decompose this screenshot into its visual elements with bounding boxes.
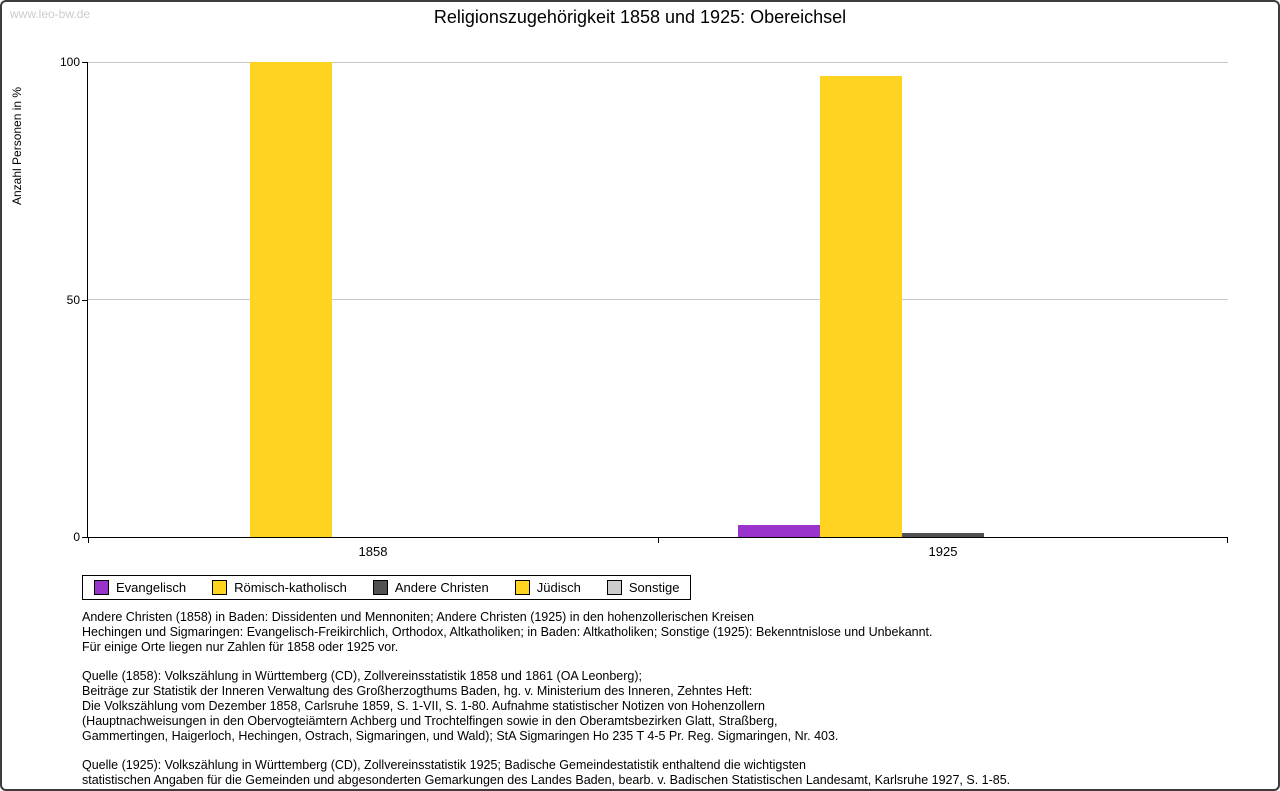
legend-label-evangelisch: Evangelisch [116, 580, 187, 595]
gridline-50 [88, 299, 1228, 300]
bar-1925-r-misch-katholisch [820, 76, 902, 537]
y-axis-tick [82, 62, 88, 63]
legend-label-r-misch-katholisch: Römisch-katholisch [234, 580, 347, 595]
x-axis-tick [88, 538, 89, 543]
x-axis-tick [1227, 538, 1228, 543]
y-axis-tick [82, 537, 88, 538]
legend-item-r-misch-katholisch: Römisch-katholisch [212, 580, 347, 595]
legend-swatch-evangelisch [94, 580, 109, 595]
chart-title: Religionszugehörigkeit 1858 und 1925: Ob… [433, 7, 847, 27]
footnotes: Andere Christen (1858) in Baden: Disside… [82, 610, 1212, 789]
y-tick-label: 50 [66, 292, 80, 307]
footnote-categories-explanation: Andere Christen (1858) in Baden: Disside… [82, 610, 933, 655]
y-tick-label: 100 [59, 55, 80, 69]
bar-1925-evangelisch [738, 525, 820, 537]
x-category-label-1925: 1925 [928, 544, 958, 559]
bar-1858-r-misch-katholisch [250, 62, 332, 537]
x-axis-tick [658, 538, 659, 543]
x-category-label-1858: 1858 [358, 544, 388, 559]
legend: Evangelisch Römisch-katholisch Andere Chri… [82, 575, 692, 600]
legend-label-j-disch: Jüdisch [536, 580, 581, 595]
footnote-source-1858: Quelle (1858): Volkszählung in Württembe… [82, 668, 839, 744]
watermark: www.leo-bw.de [10, 7, 91, 21]
legend-swatch-andere-christen [372, 580, 388, 595]
gridline-100 [88, 61, 1228, 63]
footnote-source-1925: Quelle (1925): Volkszählung in Württembe… [82, 757, 1011, 787]
legend-label-andere-christen: Andere Christen [394, 580, 489, 595]
legend-label-sonstige: Sonstige [628, 580, 680, 595]
legend-item-sonstige: Sonstige [606, 580, 680, 595]
legend-item-j-disch: Jüdisch [514, 580, 581, 595]
legend-item-andere-christen: Andere Christen [372, 580, 489, 595]
bar-1925-andere-christen [902, 533, 984, 537]
y-axis-tick [82, 299, 88, 301]
y-axis-label: Anzahl Personen in % [10, 86, 24, 205]
legend-swatch-r-misch-katholisch [212, 580, 228, 595]
legend-swatch-j-disch [514, 580, 530, 595]
legend-swatch-sonstige [606, 580, 622, 595]
legend-item-evangelisch: Evangelisch [94, 580, 186, 595]
plot-area: 0 50 100 1858 1925 [60, 55, 1228, 559]
y-tick-label: 0 [73, 530, 80, 544]
